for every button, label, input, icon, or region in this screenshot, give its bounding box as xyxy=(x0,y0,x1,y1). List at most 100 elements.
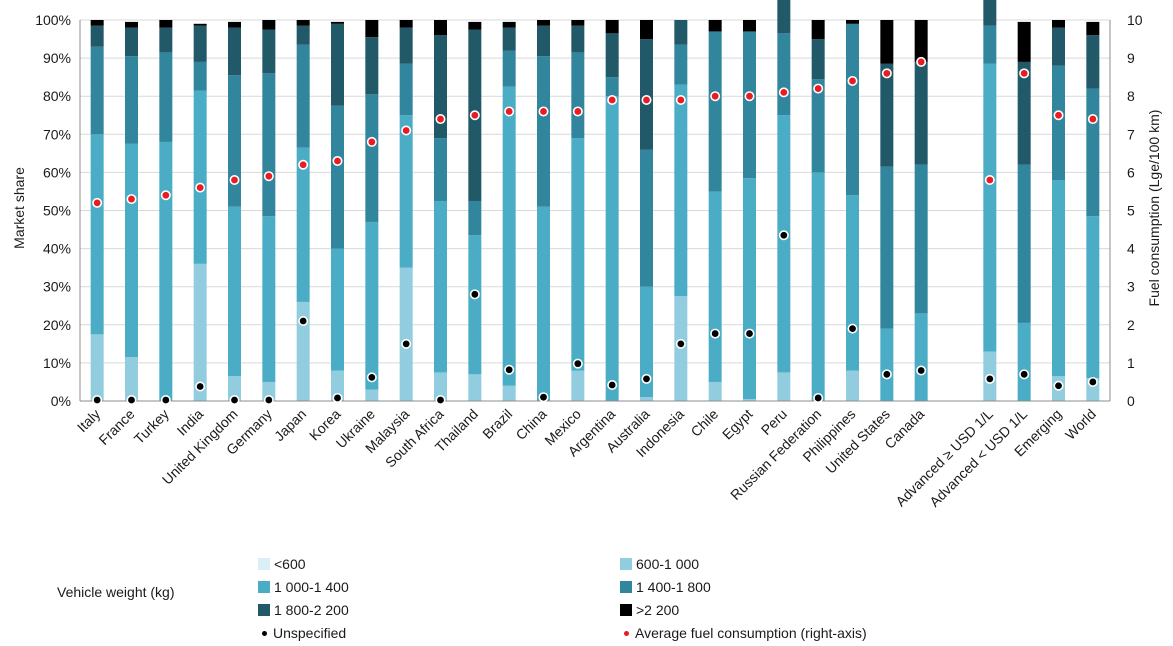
unspecified-point xyxy=(778,230,789,241)
bar-segment xyxy=(846,23,859,196)
y2-tick-label: 1 xyxy=(1127,355,1135,371)
bar-segment xyxy=(743,178,756,400)
unspecified-point xyxy=(538,392,549,403)
avg-fuel-point xyxy=(195,182,206,193)
bar-segment xyxy=(880,63,894,167)
avg-fuel-point xyxy=(92,197,103,208)
y-tick-label: 40% xyxy=(43,241,71,257)
bar-segment xyxy=(125,143,138,358)
bar-segment xyxy=(159,20,173,28)
bar-segment xyxy=(434,372,447,401)
bar-segment xyxy=(365,20,379,38)
bar-segment xyxy=(125,21,138,28)
bar-segment xyxy=(708,381,722,401)
bar-segment xyxy=(468,374,482,401)
y-tick-label: 30% xyxy=(43,279,71,295)
bar-segment xyxy=(159,27,173,53)
y-tick-label: 10% xyxy=(43,355,71,371)
bar-segment xyxy=(1052,180,1065,377)
avg-fuel-point xyxy=(675,95,686,106)
bar-segment xyxy=(674,84,688,297)
bar-segment xyxy=(228,27,241,76)
bar-segment xyxy=(571,52,585,139)
y-tick-label: 100% xyxy=(35,12,71,28)
unspecified-point xyxy=(1087,376,1098,387)
bar-segment xyxy=(640,149,653,287)
bar-segment xyxy=(90,46,104,135)
bar-segment xyxy=(811,172,825,401)
unspecified-point xyxy=(607,379,618,390)
unspecified-point xyxy=(126,394,137,405)
unspecified-point xyxy=(504,364,515,375)
avg-fuel-point xyxy=(126,194,137,205)
unspecified-point xyxy=(469,289,480,300)
unspecified-point xyxy=(263,394,274,405)
bar-segment xyxy=(846,370,859,401)
bar-segment xyxy=(777,0,791,34)
bar-segment xyxy=(399,20,413,28)
bar-segment xyxy=(1086,35,1100,89)
bar-segment xyxy=(571,20,585,26)
bar-segment xyxy=(90,334,104,401)
bar-segment xyxy=(640,39,653,150)
bar-segment xyxy=(983,25,997,64)
bar-stacks xyxy=(90,0,1100,402)
bar-segment xyxy=(811,39,825,80)
bar-segment xyxy=(537,56,550,207)
bar-segment xyxy=(880,166,894,329)
bar-segment xyxy=(537,25,550,57)
avg-fuel-point xyxy=(538,106,549,117)
bar-segment xyxy=(846,195,859,371)
bar-segment xyxy=(296,44,310,148)
bar-segment xyxy=(777,33,791,116)
y2-tick-label: 5 xyxy=(1127,203,1135,219)
unspecified-point xyxy=(641,373,652,384)
y2-tick-label: 0 xyxy=(1127,393,1135,409)
unspecified-point xyxy=(366,372,377,383)
bar-segment xyxy=(811,79,825,173)
avg-fuel-point xyxy=(229,175,240,186)
unspecified-point xyxy=(160,394,171,405)
bar-segment xyxy=(914,164,928,314)
y-tick-label: 80% xyxy=(43,88,71,104)
avg-fuel-point xyxy=(263,171,274,182)
bar-segment xyxy=(571,25,585,53)
bar-segment xyxy=(1086,216,1100,379)
bar-segment xyxy=(193,90,207,264)
bar-segment xyxy=(674,44,688,85)
bar-segment xyxy=(468,235,482,375)
y2-tick-label: 9 xyxy=(1127,50,1135,66)
bar-segment xyxy=(296,25,310,45)
avg-fuel-point xyxy=(778,87,789,98)
bar-segment xyxy=(880,20,894,64)
x-tick-label: Brazil xyxy=(479,406,515,442)
bar-segment xyxy=(708,31,722,192)
bar-segment xyxy=(640,286,653,398)
avg-fuel-point xyxy=(641,95,652,106)
bar-segment xyxy=(811,20,825,40)
bar-segment xyxy=(983,0,997,26)
bar-segment xyxy=(193,61,207,91)
bar-segment xyxy=(605,33,619,78)
avg-fuel-point xyxy=(435,114,446,125)
bar-segment xyxy=(605,77,619,97)
bar-segment xyxy=(399,267,413,401)
x-tick-label: Italy xyxy=(74,406,103,435)
bar-segment xyxy=(434,20,447,36)
avg-fuel-point xyxy=(916,56,927,67)
bar-segment xyxy=(90,134,104,335)
bar-segment xyxy=(880,328,894,401)
bar-segment xyxy=(331,248,344,371)
bar-segment xyxy=(777,372,791,401)
x-tick-label: Japan xyxy=(271,406,309,444)
unspecified-point xyxy=(984,373,995,384)
unspecified-point xyxy=(813,392,824,403)
unspecified-point xyxy=(1053,380,1064,391)
bar-segment xyxy=(262,73,276,217)
bar-segment xyxy=(1086,21,1100,36)
avg-fuel-point xyxy=(1053,110,1064,121)
avg-fuel-point xyxy=(401,125,412,136)
bar-segment xyxy=(502,385,516,401)
y-tick-label: 20% xyxy=(43,317,71,333)
bar-segment xyxy=(228,21,241,28)
